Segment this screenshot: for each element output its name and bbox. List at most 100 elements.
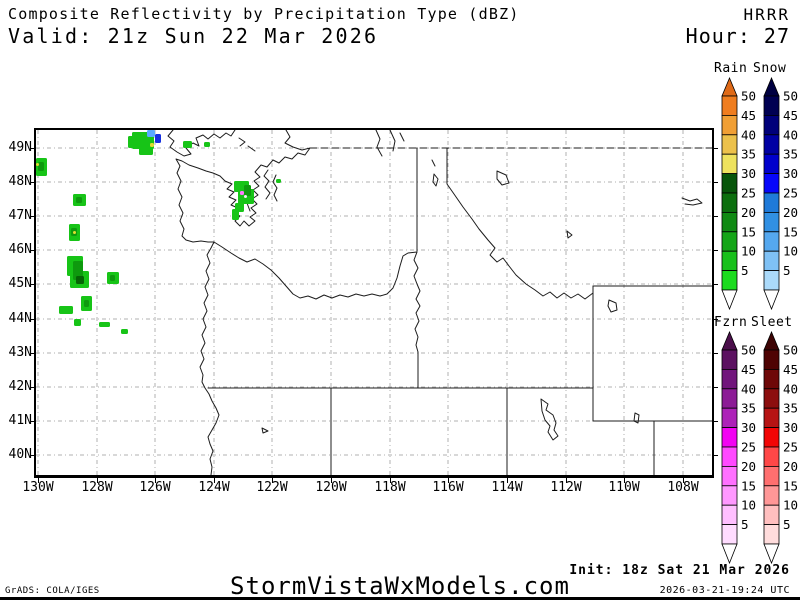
colorbar-tick-label: 35 xyxy=(741,147,756,162)
colorbar-segment xyxy=(763,465,780,487)
colorbar-segment xyxy=(763,95,780,116)
colorbar-segment xyxy=(763,524,780,545)
colorbar-segment xyxy=(763,115,780,136)
radar-echo xyxy=(36,163,39,166)
colorbar-tick-label: 45 xyxy=(741,362,756,377)
colorbar-bottom-arrow xyxy=(721,289,738,311)
axis-tick xyxy=(30,319,35,320)
radar-echo xyxy=(76,276,84,284)
axis-tick xyxy=(713,353,718,354)
radar-echo xyxy=(139,146,153,155)
radar-echo xyxy=(204,142,210,147)
radar-echo xyxy=(232,209,239,220)
colorbar-segment xyxy=(721,485,738,506)
colorbar-tick-label: 25 xyxy=(741,186,756,201)
axis-tick xyxy=(713,421,718,422)
axis-tick xyxy=(713,284,718,285)
great-salt-lake xyxy=(540,398,559,441)
grads-credit: GrADS: COLA/IGES xyxy=(5,586,100,596)
radar-echo xyxy=(73,261,83,280)
colorbar-segment xyxy=(763,485,780,506)
colorbar-segment xyxy=(721,250,738,271)
axis-tick xyxy=(97,478,98,483)
nv-small-lake xyxy=(261,427,269,434)
colorbar-segment xyxy=(721,115,738,136)
lat-label: 43N xyxy=(8,345,32,360)
axis-tick xyxy=(214,478,215,483)
colorbar-segment xyxy=(721,173,738,194)
colorbar-segment xyxy=(721,524,738,545)
colorbar-tick-label: 10 xyxy=(783,498,798,513)
colorbar-segment xyxy=(763,369,780,390)
axis-tick xyxy=(713,319,718,320)
colorbar-top-arrow xyxy=(763,77,780,97)
colorbar-tick-label: 40 xyxy=(741,127,756,142)
colorbar-segment xyxy=(763,407,780,428)
colorbar-tick-label: 35 xyxy=(783,401,798,416)
legend-title-sleet: Sleet xyxy=(751,315,793,330)
axis-tick xyxy=(38,478,39,483)
colorbar-tick-label: 50 xyxy=(783,343,798,358)
colorbar-tick-label: 15 xyxy=(783,224,798,239)
colorbar-tick-label: 10 xyxy=(741,244,756,259)
colorbar-segment xyxy=(763,153,780,174)
axis-tick xyxy=(155,478,156,483)
watermark-site-name: StormVistaWxModels.com xyxy=(230,572,570,600)
axis-tick xyxy=(30,387,35,388)
lat-label: 47N xyxy=(8,208,32,223)
colorbar-top-arrow xyxy=(721,77,738,97)
colorbar-tick-label: 50 xyxy=(783,89,798,104)
lon-label: 118W xyxy=(374,480,406,495)
mt-small-lake xyxy=(566,230,573,239)
bear-lake xyxy=(633,412,640,424)
coastline-and-borders xyxy=(167,130,712,475)
vancouver-island-outline xyxy=(167,130,236,157)
colorbar-segment xyxy=(721,231,738,252)
colorbar-tick-label: 40 xyxy=(741,381,756,396)
colorbar-segment xyxy=(721,211,738,233)
weather-map xyxy=(36,130,712,475)
colorbar-tick-label: 15 xyxy=(783,478,798,493)
radar-echo xyxy=(244,185,251,196)
colorbar-tick-label: 45 xyxy=(783,362,798,377)
lat-lon-gridlines xyxy=(36,130,712,475)
model-name: HRRR xyxy=(743,5,790,24)
colorbar-bottom-arrow xyxy=(763,289,780,311)
axis-tick xyxy=(507,478,508,483)
axis-tick xyxy=(30,455,35,456)
colorbar-tick-label: 30 xyxy=(741,166,756,181)
lat-label: 46N xyxy=(8,242,32,257)
axis-tick xyxy=(713,455,718,456)
colorbar-segment xyxy=(721,270,738,291)
colorbar-top-arrow xyxy=(763,331,780,351)
lon-label: 126W xyxy=(139,480,171,495)
radar-echo xyxy=(147,130,155,137)
legend-title-fzrn: Fzrn xyxy=(714,315,748,330)
lon-label: 108W xyxy=(667,480,699,495)
colorbar-tick-label: 10 xyxy=(741,498,756,513)
forecast-hour: Hour: 27 xyxy=(685,24,790,48)
legend-title-rain: Rain xyxy=(714,61,748,76)
radar-echo xyxy=(76,197,82,203)
lon-label: 128W xyxy=(81,480,113,495)
radar-echo xyxy=(244,195,247,198)
axis-tick xyxy=(624,478,625,483)
pacific-coastline xyxy=(175,130,311,475)
lon-label: 112W xyxy=(550,480,582,495)
colorbar-tick-label: 35 xyxy=(783,147,798,162)
colorbar-tick-label: 30 xyxy=(783,166,798,181)
radar-echo xyxy=(155,134,161,143)
colorbar-tick-label: 20 xyxy=(783,205,798,220)
colorbar-segment xyxy=(721,465,738,487)
colorbar-segment xyxy=(763,231,780,252)
generation-timestamp: 2026-03-21-19:24 UTC xyxy=(659,585,790,596)
colorbar-rain: 50 45 40 35 30 25 20 15 10 5 xyxy=(721,77,756,311)
colorbar-tick-label: 5 xyxy=(783,517,791,532)
lat-label: 40N xyxy=(8,447,32,462)
colorbar-segment xyxy=(721,446,738,467)
colorbar-segment xyxy=(763,388,780,409)
colorbar-tick-label: 15 xyxy=(741,478,756,493)
colorbar-tick-label: 5 xyxy=(741,517,749,532)
axis-tick xyxy=(390,478,391,483)
lat-label: 42N xyxy=(8,379,32,394)
